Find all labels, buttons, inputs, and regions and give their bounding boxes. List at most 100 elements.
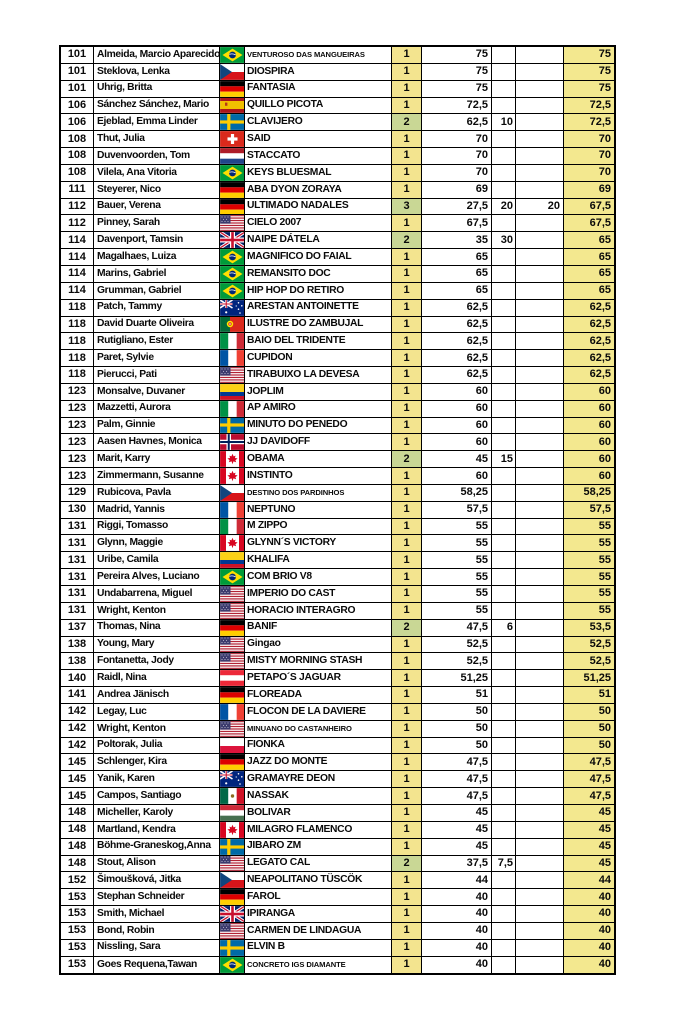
tests-count: 2 <box>392 451 422 468</box>
score-value: 47,5 <box>422 619 492 636</box>
rank-cell: 118 <box>61 333 94 350</box>
rider-name: Rutigliano, Ester <box>94 333 220 350</box>
rider-name: Sánchez Sánchez, Mario <box>94 97 220 114</box>
rider-name: Yanik, Karen <box>94 771 220 788</box>
horse-name: VENTUROSO DAS MANGUEIRAS <box>245 47 392 63</box>
table-row: 112 Bauer, Verena ULTIMADO NADALES 3 27,5 20 2… <box>61 198 614 216</box>
table-row: 123 Aasen Havnes, Monica JJ DAVIDOFF 1 60 60 <box>61 434 614 452</box>
score-value: 62,5 <box>422 316 492 333</box>
bonus1-value <box>492 215 516 232</box>
bonus2-value <box>516 636 564 653</box>
flag-cell <box>220 164 245 181</box>
flag-hun-icon <box>220 804 244 821</box>
flag-cze-icon <box>220 63 244 80</box>
rider-name: Goes Requena,Tawan <box>94 956 220 974</box>
rank-cell: 141 <box>61 687 94 703</box>
tests-count: 1 <box>392 282 422 299</box>
flag-cell <box>220 737 245 754</box>
total-value: 62,5 <box>564 350 614 367</box>
rank-cell: 114 <box>61 249 94 265</box>
table-row: 148 Micheller, Karoly BOLIVAR 1 45 45 <box>61 804 614 822</box>
bonus1-value <box>492 181 516 198</box>
bonus1-value <box>492 80 516 97</box>
rider-name: Duvenvoorden, Tom <box>94 148 220 164</box>
rider-name: Glynn, Maggie <box>94 535 220 552</box>
table-row: 101 Uhrig, Britta FANTASIA 1 75 75 <box>61 80 614 98</box>
bonus2-value <box>516 148 564 164</box>
total-value: 75 <box>564 80 614 97</box>
bonus2-value <box>516 282 564 299</box>
bonus1-value <box>492 299 516 316</box>
flag-cell <box>220 198 245 215</box>
tests-count: 1 <box>392 602 422 619</box>
bonus2-value <box>516 703 564 720</box>
rider-name: Schlenger, Kira <box>94 754 220 771</box>
table-row: 138 Fontanetta, Jody MISTY MORNING STASH 1 5… <box>61 653 614 671</box>
bonus2-value <box>516 872 564 889</box>
bonus1-value <box>492 602 516 619</box>
rank-cell: 142 <box>61 720 94 737</box>
flag-bra-icon <box>220 47 244 63</box>
rider-name: Steklova, Lenka <box>94 63 220 80</box>
flag-cell <box>220 720 245 737</box>
score-value: 40 <box>422 939 492 956</box>
table-row: 131 Uribe, Camila KHALIFA 1 55 55 <box>61 552 614 570</box>
bonus2-value <box>516 367 564 383</box>
flag-nor-icon <box>220 434 244 451</box>
total-value: 65 <box>564 232 614 249</box>
bonus2-value <box>516 350 564 367</box>
total-value: 47,5 <box>564 754 614 771</box>
bonus2-value <box>516 484 564 501</box>
rider-name: Thut, Julia <box>94 131 220 148</box>
table-row: 108 Thut, Julia SAID 1 70 70 <box>61 131 614 149</box>
tests-count: 1 <box>392 265 422 282</box>
flag-can-icon <box>220 468 244 484</box>
rider-name: Wright, Kenton <box>94 720 220 737</box>
tests-count: 1 <box>392 97 422 114</box>
rider-name: Riggi, Tomasso <box>94 518 220 535</box>
table-row: 153 Goes Requena,Tawan CONCRETO IGS DIAMAN… <box>61 956 614 974</box>
total-value: 40 <box>564 922 614 939</box>
horse-name: CLAVIJERO <box>245 114 392 131</box>
bonus1-value <box>492 636 516 653</box>
bonus2-value <box>516 838 564 855</box>
rider-name: Madrid, Yannis <box>94 501 220 518</box>
bonus2-value <box>516 181 564 198</box>
score-value: 75 <box>422 63 492 80</box>
rider-name: Rubicova, Pavla <box>94 484 220 501</box>
score-value: 62,5 <box>422 333 492 350</box>
bonus2-value <box>516 316 564 333</box>
rank-cell: 145 <box>61 754 94 771</box>
horse-name: STACCATO <box>245 148 392 164</box>
tests-count: 1 <box>392 906 422 922</box>
flag-ger-icon <box>220 198 244 215</box>
tests-count: 1 <box>392 703 422 720</box>
table-row: 129 Rubicova, Pavla DESTINO DOS PARDINHOS 1… <box>61 484 614 502</box>
tests-count: 1 <box>392 63 422 80</box>
rank-cell: 118 <box>61 316 94 333</box>
tests-count: 1 <box>392 501 422 518</box>
bonus2-value <box>516 468 564 484</box>
table-row: 118 Paret, Sylvie CUPIDON 1 62,5 62,5 <box>61 350 614 368</box>
rider-name: Grumman, Gabriel <box>94 282 220 299</box>
bonus1-value: 6 <box>492 619 516 636</box>
flag-cell <box>220 586 245 602</box>
flag-cell <box>220 47 245 63</box>
flag-cell <box>220 872 245 889</box>
flag-ger-icon <box>220 619 244 636</box>
tests-count: 1 <box>392 215 422 232</box>
rider-name: Martland, Kendra <box>94 821 220 838</box>
rank-cell: 111 <box>61 181 94 198</box>
tests-count: 1 <box>392 737 422 754</box>
bonus1-value <box>492 265 516 282</box>
rider-name: Davenport, Tamsin <box>94 232 220 249</box>
bonus2-value <box>516 265 564 282</box>
total-value: 62,5 <box>564 316 614 333</box>
bonus1-value: 7,5 <box>492 855 516 872</box>
bonus2-value <box>516 804 564 821</box>
tests-count: 1 <box>392 518 422 535</box>
bonus1-value <box>492 703 516 720</box>
total-value: 51 <box>564 687 614 703</box>
total-value: 55 <box>564 586 614 602</box>
score-value: 62,5 <box>422 114 492 131</box>
